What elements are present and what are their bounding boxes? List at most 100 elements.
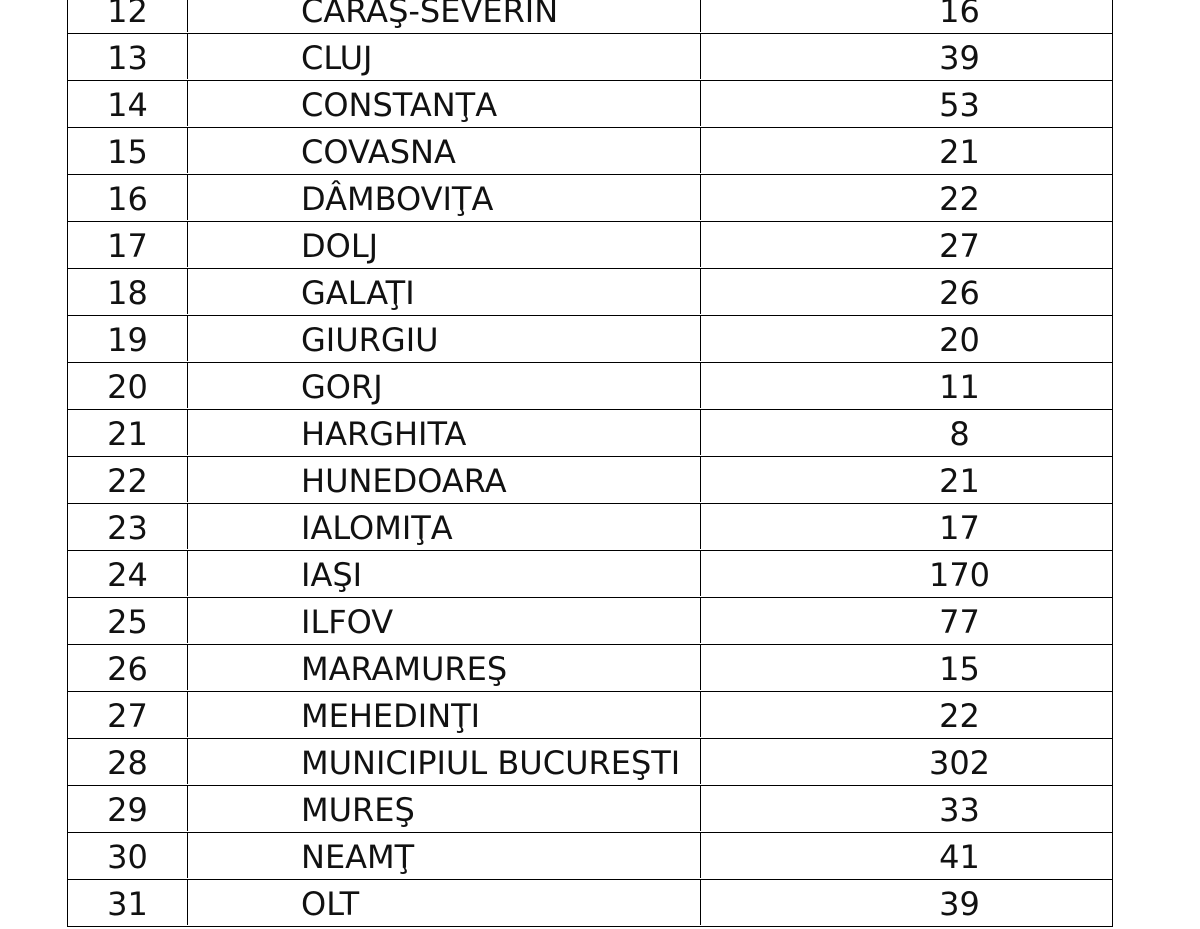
- county-name: DOLJ: [301, 227, 379, 265]
- count: 302: [928, 744, 991, 782]
- row-number: 29: [68, 786, 188, 831]
- county-name-cell: MUREŞ: [188, 786, 701, 831]
- row-number: 18: [68, 269, 188, 314]
- count: 15: [939, 650, 980, 688]
- row-number: 22: [68, 457, 188, 502]
- table-row: 16 DÂMBOVIŢA 22: [67, 175, 1113, 222]
- table-row: 28 MUNICIPIUL BUCUREŞTI 302: [67, 739, 1113, 786]
- count: 22: [939, 697, 980, 735]
- count: 17: [939, 509, 980, 547]
- row-number: 19: [68, 316, 188, 361]
- county-name-cell: NEAMŢ: [188, 833, 701, 878]
- county-name-cell: CARAŞ-SEVERIN: [188, 0, 701, 32]
- county-name: COVASNA: [301, 133, 456, 171]
- county-name: GORJ: [301, 368, 383, 406]
- table-row: 15 COVASNA 21: [67, 128, 1113, 175]
- row-number: 21: [68, 410, 188, 455]
- county-name-cell: DOLJ: [188, 222, 701, 267]
- county-name: CARAŞ-SEVERIN: [301, 0, 559, 30]
- table-row: 23 IALOMIŢA 17: [67, 504, 1113, 551]
- county-name: IAŞI: [301, 556, 363, 594]
- table-row: 30 NEAMŢ 41: [67, 833, 1113, 880]
- count: 39: [939, 39, 980, 77]
- table-row: 31 OLT 39: [67, 880, 1113, 927]
- table-row: 17 DOLJ 27: [67, 222, 1113, 269]
- county-name: GALAŢI: [301, 274, 415, 312]
- table-row: 12 CARAŞ-SEVERIN 16: [67, 0, 1113, 34]
- table-row: 21 HARGHITA 8: [67, 410, 1113, 457]
- county-name: ILFOV: [301, 603, 394, 641]
- row-number: 26: [68, 645, 188, 690]
- county-name: MARAMUREŞ: [301, 650, 508, 688]
- county-name: OLT: [301, 885, 360, 923]
- count: 27: [939, 227, 980, 265]
- county-name-cell: IALOMIŢA: [188, 504, 701, 549]
- county-name-cell: IAŞI: [188, 551, 701, 596]
- table-row: 26 MARAMUREŞ 15: [67, 645, 1113, 692]
- row-number: 16: [68, 175, 188, 220]
- county-name: NEAMŢ: [301, 838, 415, 876]
- row-number: 31: [68, 880, 188, 925]
- county-name: IALOMIŢA: [301, 509, 453, 547]
- county-name: MEHEDINŢI: [301, 697, 481, 735]
- count: 26: [939, 274, 980, 312]
- county-name: MUREŞ: [301, 791, 415, 829]
- count: 22: [939, 180, 980, 218]
- table-row: 14 CONSTANŢA 53: [67, 81, 1113, 128]
- county-name: MUNICIPIUL BUCUREŞTI: [301, 744, 681, 782]
- county-name-cell: OLT: [188, 880, 701, 925]
- count: 16: [939, 0, 980, 30]
- count: 33: [939, 791, 980, 829]
- row-number: 13: [68, 34, 188, 79]
- county-name: CLUJ: [301, 39, 373, 77]
- county-name-cell: MEHEDINŢI: [188, 692, 701, 737]
- table-row: 22 HUNEDOARA 21: [67, 457, 1113, 504]
- county-name: HARGHITA: [301, 415, 467, 453]
- county-name: HUNEDOARA: [301, 462, 507, 500]
- county-name-cell: CONSTANŢA: [188, 81, 701, 126]
- table-row: 27 MEHEDINŢI 22: [67, 692, 1113, 739]
- table-row: 13 CLUJ 39: [67, 34, 1113, 81]
- page: {"table": {"rows": [ ["12", "CARAŞ-SEVER…: [67, 0, 1113, 927]
- county-name-cell: HARGHITA: [188, 410, 701, 455]
- county-name-cell: GIURGIU: [188, 316, 701, 361]
- county-name: CONSTANŢA: [301, 86, 498, 124]
- county-name: DÂMBOVIŢA: [301, 180, 494, 218]
- county-name-cell: DÂMBOVIŢA: [188, 175, 701, 220]
- county-name-cell: ILFOV: [188, 598, 701, 643]
- county-name-cell: MARAMUREŞ: [188, 645, 701, 690]
- row-number: 30: [68, 833, 188, 878]
- table-row: 25 ILFOV 77: [67, 598, 1113, 645]
- table-row: 24 IAŞI 170: [67, 551, 1113, 598]
- count: 41: [939, 838, 980, 876]
- count: 21: [939, 133, 980, 171]
- count: 21: [939, 462, 980, 500]
- county-name-cell: CLUJ: [188, 34, 701, 79]
- county-name-cell: COVASNA: [188, 128, 701, 173]
- count: 39: [939, 885, 980, 923]
- county-name-cell: GORJ: [188, 363, 701, 408]
- count: 53: [939, 86, 980, 124]
- row-number: 14: [68, 81, 188, 126]
- table-row: 20 GORJ 11: [67, 363, 1113, 410]
- row-number: 12: [68, 0, 188, 32]
- row-number: 27: [68, 692, 188, 737]
- count: 8: [949, 415, 970, 453]
- row-number: 17: [68, 222, 188, 267]
- county-name: GIURGIU: [301, 321, 439, 359]
- count: 77: [939, 603, 980, 641]
- count: 20: [939, 321, 980, 359]
- county-name-cell: MUNICIPIUL BUCUREŞTI: [188, 739, 701, 784]
- row-number: 15: [68, 128, 188, 173]
- table-row: 18 GALAŢI 26: [67, 269, 1113, 316]
- county-name-cell: HUNEDOARA: [188, 457, 701, 502]
- row-number: 24: [68, 551, 188, 596]
- row-number: 20: [68, 363, 188, 408]
- count: 170: [928, 556, 991, 594]
- table-row: 19 GIURGIU 20: [67, 316, 1113, 363]
- row-number: 25: [68, 598, 188, 643]
- count: 11: [939, 368, 980, 406]
- row-number: 28: [68, 739, 188, 784]
- county-name-cell: GALAŢI: [188, 269, 701, 314]
- table-row: 29 MUREŞ 33: [67, 786, 1113, 833]
